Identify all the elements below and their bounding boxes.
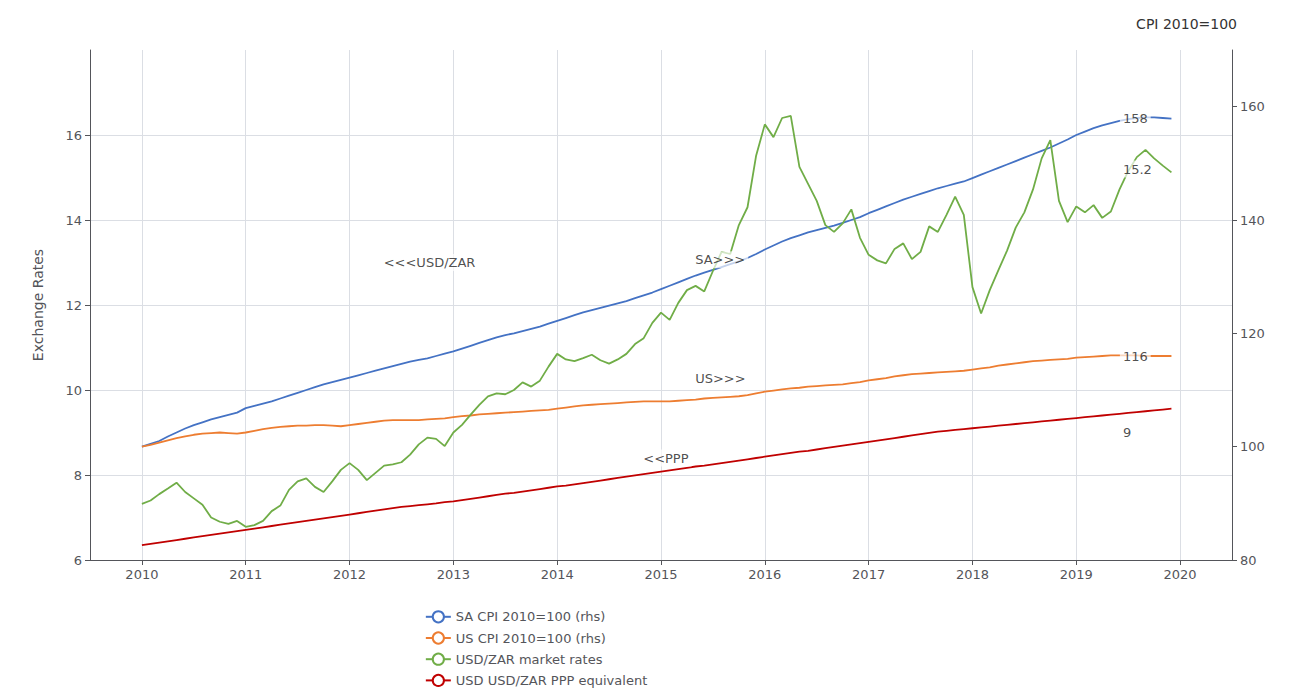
svg-text:140: 140 — [1240, 213, 1265, 228]
svg-text:US>>>: US>>> — [695, 371, 745, 386]
svg-text:USD USD/ZAR PPP equivalent: USD USD/ZAR PPP equivalent — [456, 673, 647, 688]
svg-text:2018: 2018 — [956, 567, 989, 582]
svg-text:15.2: 15.2 — [1123, 162, 1152, 177]
svg-text:6: 6 — [74, 553, 82, 568]
svg-text:14: 14 — [65, 213, 82, 228]
svg-text:2016: 2016 — [748, 567, 781, 582]
svg-text:<<PPP: <<PPP — [643, 451, 688, 466]
svg-text:2015: 2015 — [644, 567, 677, 582]
svg-text:80: 80 — [1240, 553, 1257, 568]
svg-text:SA>>>: SA>>> — [695, 252, 745, 267]
svg-text:160: 160 — [1240, 99, 1265, 114]
svg-text:120: 120 — [1240, 326, 1265, 341]
svg-text:SA CPI 2010=100 (rhs): SA CPI 2010=100 (rhs) — [456, 609, 606, 624]
svg-text:10: 10 — [65, 383, 82, 398]
svg-text:<<<USD/ZAR: <<<USD/ZAR — [384, 255, 476, 270]
svg-text:US CPI 2010=100 (rhs): US CPI 2010=100 (rhs) — [456, 631, 606, 646]
svg-text:2010: 2010 — [125, 567, 158, 582]
svg-text:12: 12 — [65, 298, 82, 313]
svg-text:158: 158 — [1123, 111, 1148, 126]
svg-text:9: 9 — [1123, 425, 1131, 440]
svg-text:2020: 2020 — [1164, 567, 1197, 582]
svg-text:8: 8 — [74, 468, 82, 483]
svg-text:2011: 2011 — [229, 567, 262, 582]
svg-text:Exchange Rates: Exchange Rates — [30, 249, 46, 361]
svg-text:2012: 2012 — [333, 567, 366, 582]
svg-text:2014: 2014 — [541, 567, 574, 582]
svg-text:2017: 2017 — [852, 567, 885, 582]
svg-text:100: 100 — [1240, 439, 1265, 454]
svg-text:2013: 2013 — [437, 567, 470, 582]
svg-text:CPI 2010=100: CPI 2010=100 — [1136, 16, 1237, 32]
svg-text:116: 116 — [1123, 349, 1148, 364]
svg-text:USD/ZAR market rates: USD/ZAR market rates — [456, 652, 603, 667]
svg-text:2019: 2019 — [1060, 567, 1093, 582]
svg-text:16: 16 — [65, 128, 82, 143]
